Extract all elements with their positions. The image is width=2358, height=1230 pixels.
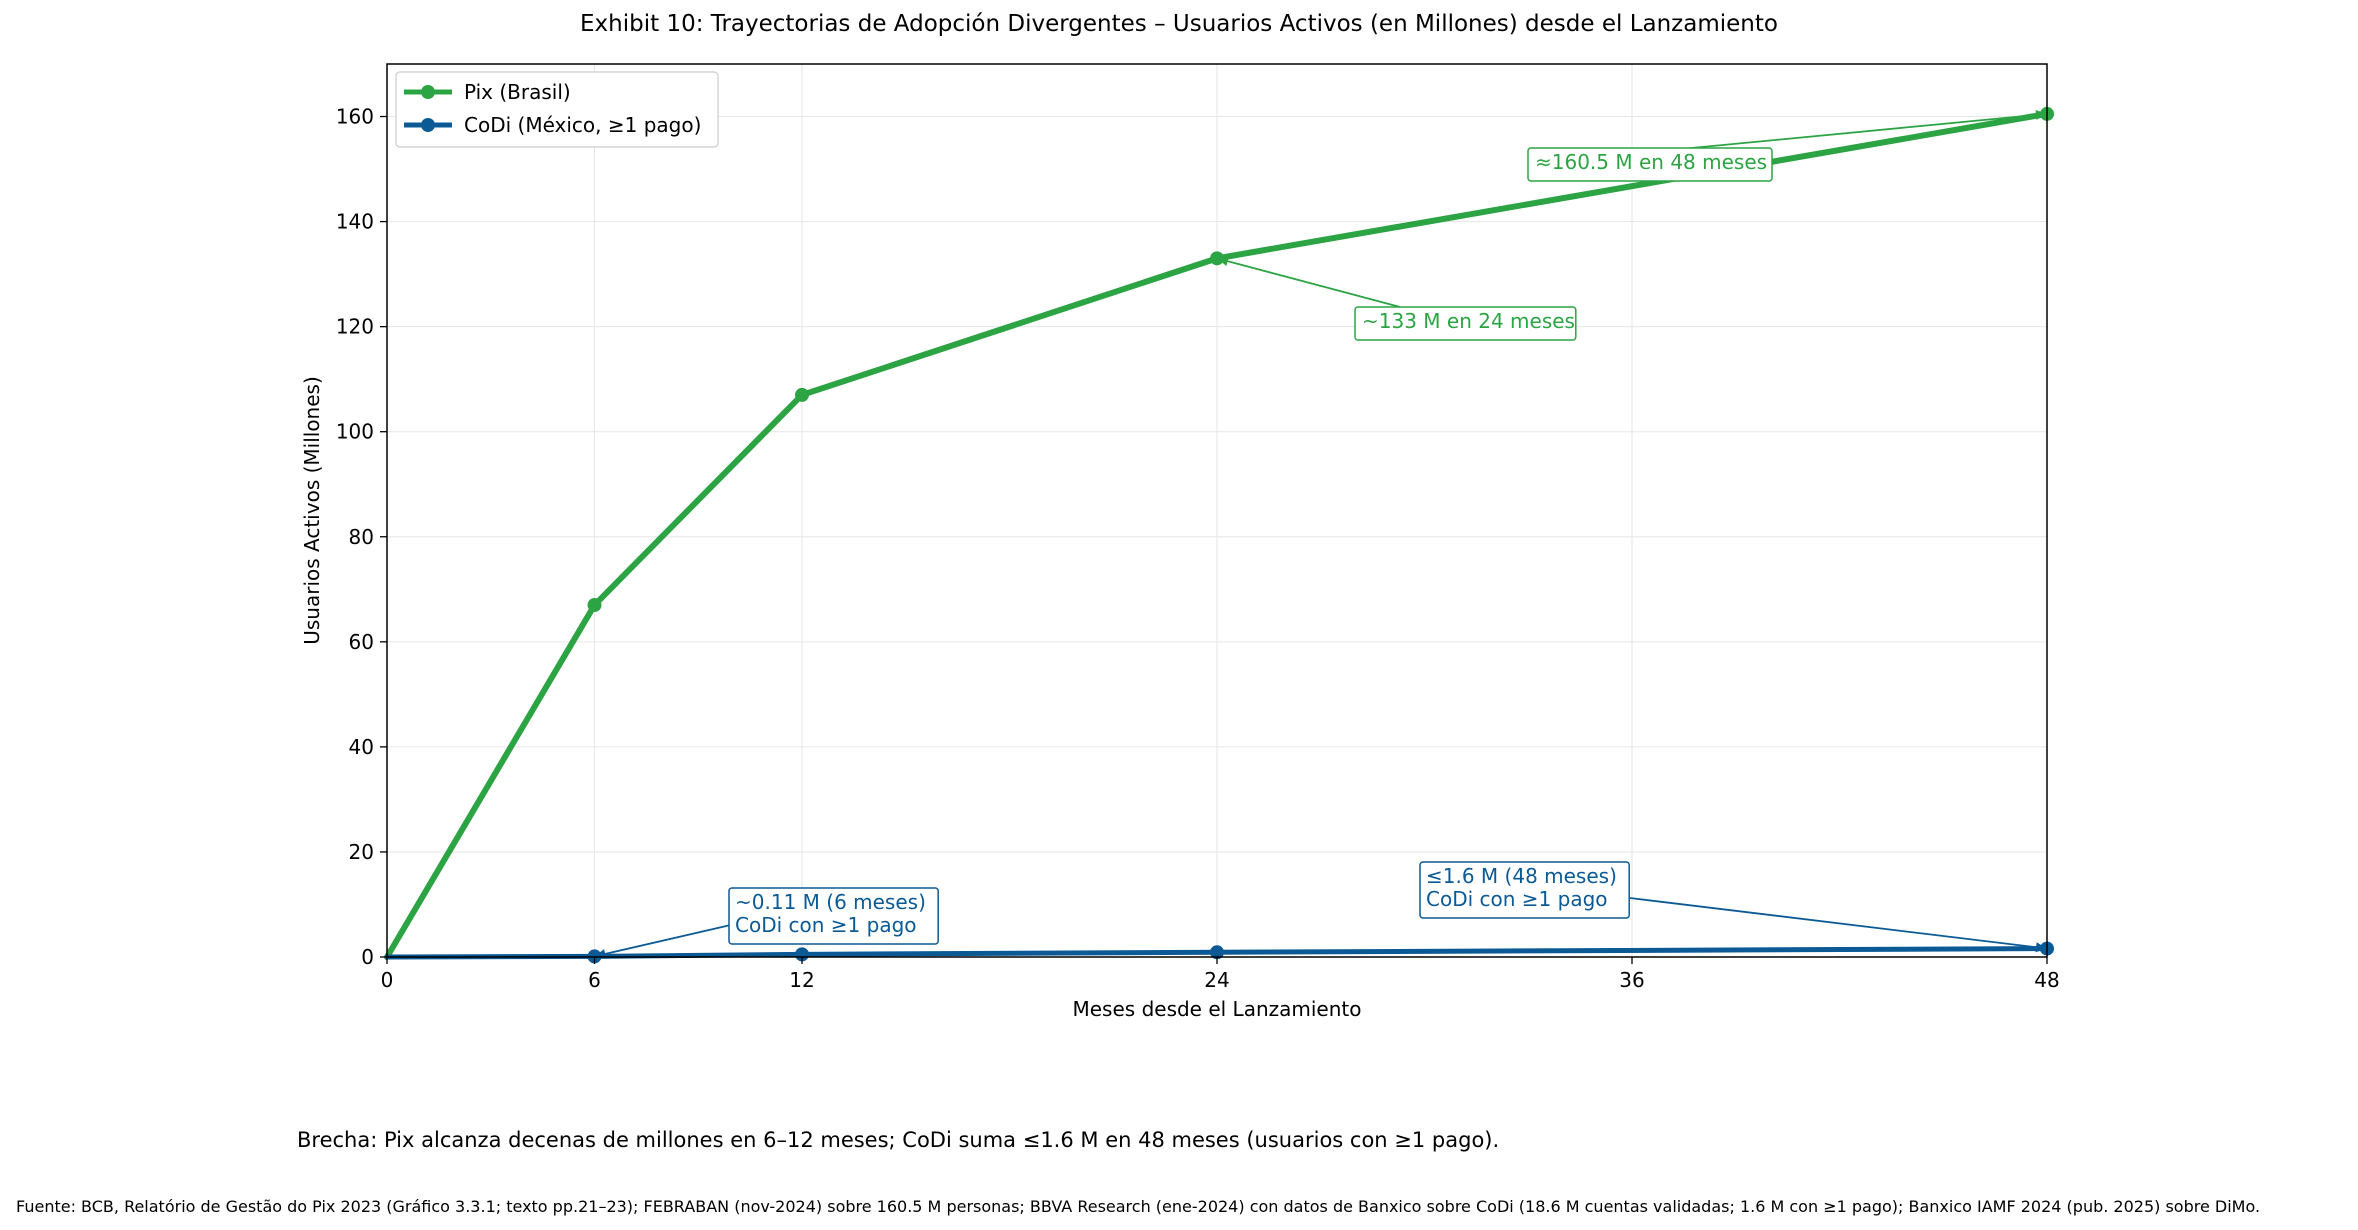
annotation-arrowhead [2035,942,2047,953]
annotation-arrow [1216,257,1401,308]
y-axis-label: Usuarios Activos (Millones) [300,376,324,645]
annotation-box [1354,306,1577,341]
chart-title: Exhibit 10: Trayectorias de Adopción Div… [580,11,1778,37]
annotation-arrow [594,923,736,958]
annotation-text: CoDi con ≥1 pago [1426,887,1608,911]
y-tick-label: 120 [336,315,374,339]
legend-label: Pix (Brasil) [464,80,571,104]
annotation-text: ~0.11 M (6 meses) [735,890,926,914]
legend-label: CoDi (México, ≥1 pago) [464,113,701,137]
annotation-text: ~133 M en 24 meses [1362,309,1575,333]
annotation-text: CoDi con ≥1 pago [735,913,917,937]
annotation-arrowhead [2035,109,2047,120]
x-tick-label: 36 [1619,968,1644,992]
legend: Pix (Brasil) CoDi (México, ≥1 pago) [395,71,719,148]
data-point [795,387,809,402]
annotation-arrow [1629,897,2048,950]
x-tick-label: 24 [1204,968,1229,992]
data-point [587,598,602,613]
annotation-box [728,887,939,945]
legend-swatch-marker [421,118,435,132]
x-axis-label: Meses desde el Lanzamiento [1073,997,1362,1021]
series-layer [384,106,2054,964]
legend-box [395,71,719,148]
annotation-arrowhead [1217,256,1229,267]
axis-layer: 0 6 12 24 36 48 0 20 40 60 80 100 120 140 160 Meses des… [300,105,2060,1021]
y-tick-label: 60 [349,630,374,654]
annotation-box [1419,861,1630,919]
source-note: Fuente: BCB, Relatório de Gestão do Pix … [16,1197,2261,1216]
y-tick-label: 20 [349,840,374,864]
y-tick-label: 140 [336,210,374,234]
x-tick-label: 0 [381,968,394,992]
annotation-layer: ≈160.5 M en 48 meses ~133 M en 24 meses ~0… [594,109,2048,959]
legend-swatch-marker [421,85,435,99]
annotation-box [1527,147,1773,182]
x-tick-label: 12 [789,968,814,992]
grid-layer [386,64,2048,958]
annotation-text: ≈160.5 M en 48 meses [1535,150,1767,174]
y-tick-label: 100 [336,420,374,444]
y-tick-label: 160 [336,105,374,129]
y-tick-label: 0 [361,945,374,969]
annotation-arrow [1649,113,2048,153]
annotation-text: ≤1.6 M (48 meses) [1426,864,1617,888]
y-tick-label: 40 [349,735,374,759]
y-tick-label: 80 [349,525,374,549]
x-tick-label: 48 [2034,968,2059,992]
chart-caption: Brecha: Pix alcanza decenas de millones … [297,1128,1500,1152]
data-point [795,947,809,962]
data-point [1210,945,1224,960]
x-tick-label: 6 [588,968,601,992]
